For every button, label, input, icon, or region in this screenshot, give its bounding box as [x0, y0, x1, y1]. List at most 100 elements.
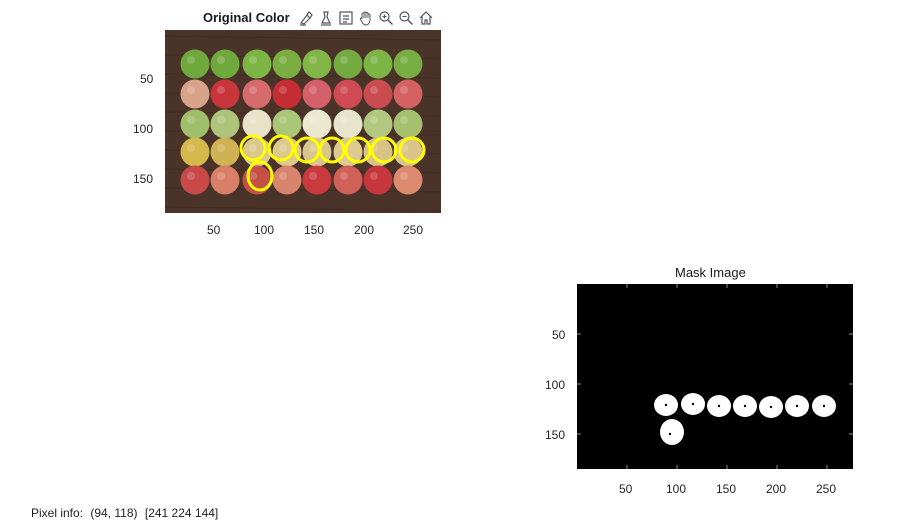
apple [180, 109, 210, 139]
wood-grain [165, 35, 441, 41]
mask-x-tick: 50 [619, 482, 633, 496]
apple-highlight [370, 116, 378, 124]
home-icon[interactable] [417, 9, 435, 27]
apple [363, 137, 393, 167]
apple [393, 49, 423, 79]
apple [272, 109, 302, 139]
apple [363, 165, 393, 195]
apple-highlight [187, 116, 195, 124]
selection-outline [239, 134, 267, 162]
apple-highlight [187, 144, 195, 152]
apple-highlight [370, 172, 378, 180]
apple-highlight [249, 144, 257, 152]
mask-x-tick: 200 [766, 482, 787, 496]
apple-highlight [279, 172, 287, 180]
apple-highlight [279, 144, 287, 152]
original-axes-title: Original Color [203, 10, 290, 25]
pan-hand-icon[interactable] [357, 9, 375, 27]
apple-highlight [340, 86, 348, 94]
apple [180, 49, 210, 79]
selection-outline [370, 136, 398, 164]
mask-x-tick: 100 [666, 482, 687, 496]
apple [180, 79, 210, 109]
mask-hole [743, 404, 747, 408]
pixel-info-label: Pixel info: [31, 506, 84, 520]
original-x-tick: 150 [304, 223, 325, 237]
apple-highlight [249, 56, 257, 64]
wood-grain [165, 73, 441, 79]
apple [242, 49, 272, 79]
mask-hole [717, 404, 721, 408]
brush-icon[interactable] [297, 9, 315, 27]
apple-highlight [370, 56, 378, 64]
mask-x-tick: 250 [816, 482, 837, 496]
apple [363, 79, 393, 109]
apple [272, 49, 302, 79]
apple-highlight [187, 86, 195, 94]
apple-highlight [400, 56, 408, 64]
axes-toolbar [297, 8, 435, 28]
apple [393, 109, 423, 139]
original-x-tick: 250 [403, 223, 424, 237]
data-cursor-icon[interactable] [317, 9, 335, 27]
apple [302, 165, 332, 195]
apple-highlight [217, 172, 225, 180]
mask-blob [660, 419, 684, 445]
apple-highlight [309, 86, 317, 94]
apple [242, 109, 272, 139]
apple [333, 79, 363, 109]
legend-icon[interactable] [337, 9, 355, 27]
mask-axes-title: Mask Image [675, 265, 746, 280]
apple [302, 79, 332, 109]
zoom-in-icon[interactable] [377, 9, 395, 27]
apple-highlight [217, 56, 225, 64]
selection-outline [398, 136, 426, 164]
mask-hole [822, 404, 826, 408]
apple [333, 165, 363, 195]
mask-hole [691, 402, 695, 406]
apple-photo [165, 30, 441, 213]
apple-highlight [400, 116, 408, 124]
original-x-tick: 100 [254, 223, 275, 237]
original-x-tick: 50 [207, 223, 221, 237]
wood-grain [165, 168, 441, 174]
apple-highlight [309, 116, 317, 124]
mask-binary-image [577, 284, 853, 469]
apple-highlight [309, 172, 317, 180]
mask-hole [795, 404, 799, 408]
pixel-info-coords: (94, 118) [90, 506, 138, 520]
apple [210, 165, 240, 195]
wood-grain [165, 206, 441, 212]
mask-image[interactable] [577, 284, 853, 469]
apple-highlight [187, 172, 195, 180]
original-y-tick: 150 [133, 172, 154, 186]
apple [302, 49, 332, 79]
apple [393, 79, 423, 109]
apple-highlight [400, 86, 408, 94]
apple-highlight [309, 56, 317, 64]
wood-grain [165, 130, 441, 136]
wood-grain [165, 111, 441, 117]
apple-highlight [217, 116, 225, 124]
apple-highlight [249, 86, 257, 94]
apple [242, 79, 272, 109]
original-x-tick: 200 [354, 223, 375, 237]
original-color-image[interactable] [165, 30, 441, 213]
mask-hole [668, 432, 672, 436]
apple [363, 109, 393, 139]
apple-highlight [249, 172, 257, 180]
apple-highlight [400, 172, 408, 180]
selection-outline [344, 136, 372, 164]
mask-x-tick: 150 [716, 482, 737, 496]
apple-highlight [340, 172, 348, 180]
apple [333, 49, 363, 79]
selection-outline [267, 134, 295, 162]
apple-highlight [279, 56, 287, 64]
apple [363, 49, 393, 79]
apple [210, 79, 240, 109]
apple [210, 109, 240, 139]
apple [333, 109, 363, 139]
zoom-out-icon[interactable] [397, 9, 415, 27]
mask-background [577, 284, 853, 469]
original-y-tick: 100 [133, 122, 154, 136]
